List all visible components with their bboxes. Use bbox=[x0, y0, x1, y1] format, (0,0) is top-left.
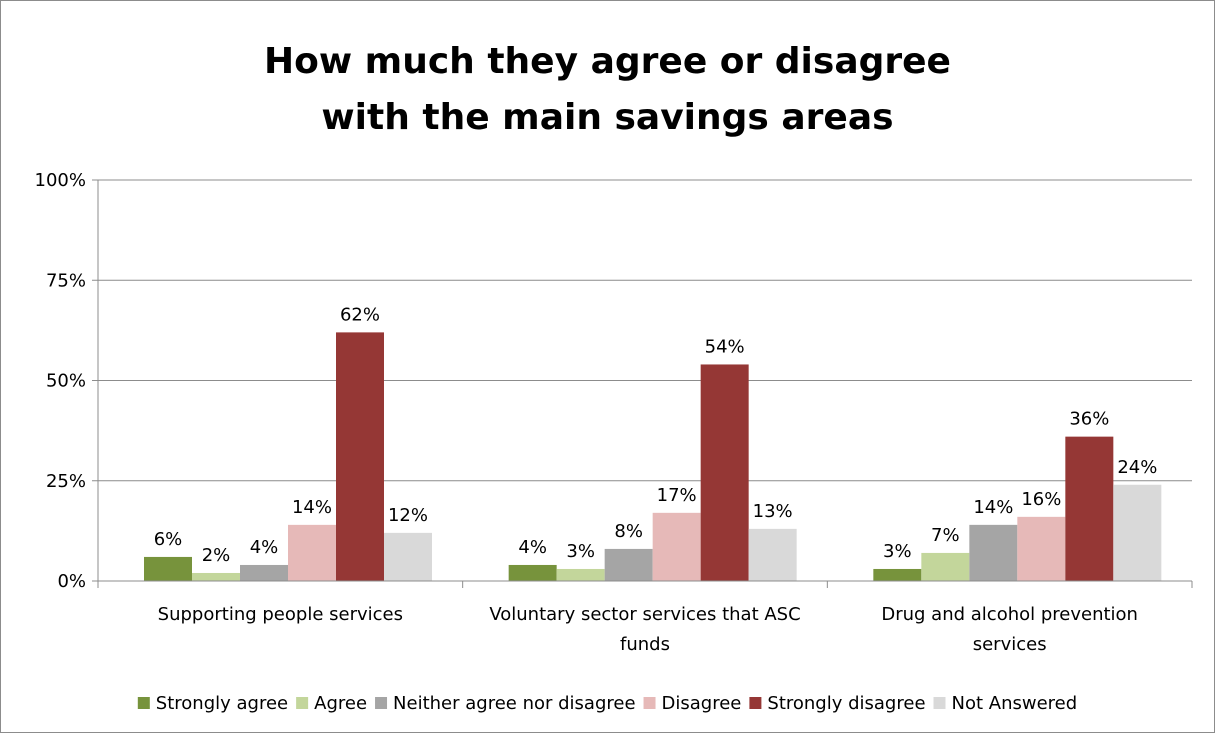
legend-label: Strongly agree bbox=[156, 693, 288, 714]
bar bbox=[1017, 516, 1066, 581]
bar bbox=[336, 332, 384, 581]
data-label: 16% bbox=[1021, 489, 1061, 510]
data-label: 2% bbox=[202, 545, 231, 566]
chart-title-line-2: with the main savings areas bbox=[321, 97, 894, 138]
data-label: 3% bbox=[883, 541, 912, 562]
data-label: 14% bbox=[292, 497, 332, 518]
bar bbox=[1065, 436, 1114, 581]
legend-swatch bbox=[375, 697, 388, 709]
category-label: funds bbox=[620, 634, 670, 655]
bar bbox=[1113, 484, 1162, 581]
category-label: Supporting people services bbox=[158, 604, 403, 625]
data-label: 62% bbox=[340, 304, 380, 325]
bar bbox=[240, 564, 288, 581]
bar bbox=[556, 568, 605, 581]
legend-swatch bbox=[933, 697, 946, 709]
bar bbox=[969, 524, 1018, 581]
data-label: 17% bbox=[657, 485, 697, 506]
bar bbox=[652, 512, 701, 581]
chart-title-line-1: How much they agree or disagree bbox=[264, 41, 951, 82]
legend-swatch bbox=[137, 697, 150, 709]
y-tick-label: 50% bbox=[46, 371, 86, 392]
legend-label: Not Answered bbox=[952, 693, 1078, 714]
y-tick-label: 100% bbox=[35, 170, 86, 191]
data-label: 14% bbox=[973, 497, 1013, 518]
legend-label: Strongly disagree bbox=[767, 693, 925, 714]
legend-swatch bbox=[643, 697, 656, 709]
data-label: 24% bbox=[1117, 457, 1157, 478]
legend-label: Agree bbox=[314, 693, 367, 714]
bar bbox=[288, 524, 336, 581]
y-tick-label: 25% bbox=[46, 471, 86, 492]
data-label: 54% bbox=[705, 336, 745, 357]
bar bbox=[748, 528, 797, 581]
bar bbox=[700, 364, 749, 581]
legend-label: Neither agree nor disagree bbox=[393, 693, 636, 714]
chart-title: How much they agree or disagree with the… bbox=[0, 34, 1215, 146]
data-label: 12% bbox=[388, 505, 428, 526]
data-label: 4% bbox=[250, 537, 279, 558]
category-label: services bbox=[973, 634, 1047, 655]
y-tick-label: 75% bbox=[46, 270, 86, 291]
data-label: 3% bbox=[566, 541, 595, 562]
legend-swatch bbox=[749, 697, 762, 709]
data-label: 6% bbox=[154, 529, 183, 550]
category-label: Drug and alcohol prevention bbox=[881, 604, 1138, 625]
data-label: 13% bbox=[753, 501, 793, 522]
bar bbox=[192, 572, 240, 581]
data-label: 4% bbox=[518, 537, 547, 558]
bar bbox=[604, 548, 653, 581]
bar bbox=[921, 552, 970, 581]
y-tick-label: 0% bbox=[57, 571, 86, 592]
bar bbox=[144, 556, 192, 581]
bar bbox=[384, 532, 432, 581]
bar bbox=[873, 568, 922, 581]
data-label: 8% bbox=[614, 521, 643, 542]
legend-swatch bbox=[296, 697, 309, 709]
legend-label: Disagree bbox=[662, 693, 742, 714]
data-label: 7% bbox=[931, 525, 960, 546]
category-label: Voluntary sector services that ASC bbox=[489, 604, 800, 625]
data-label: 36% bbox=[1069, 409, 1109, 430]
bar bbox=[508, 564, 557, 581]
